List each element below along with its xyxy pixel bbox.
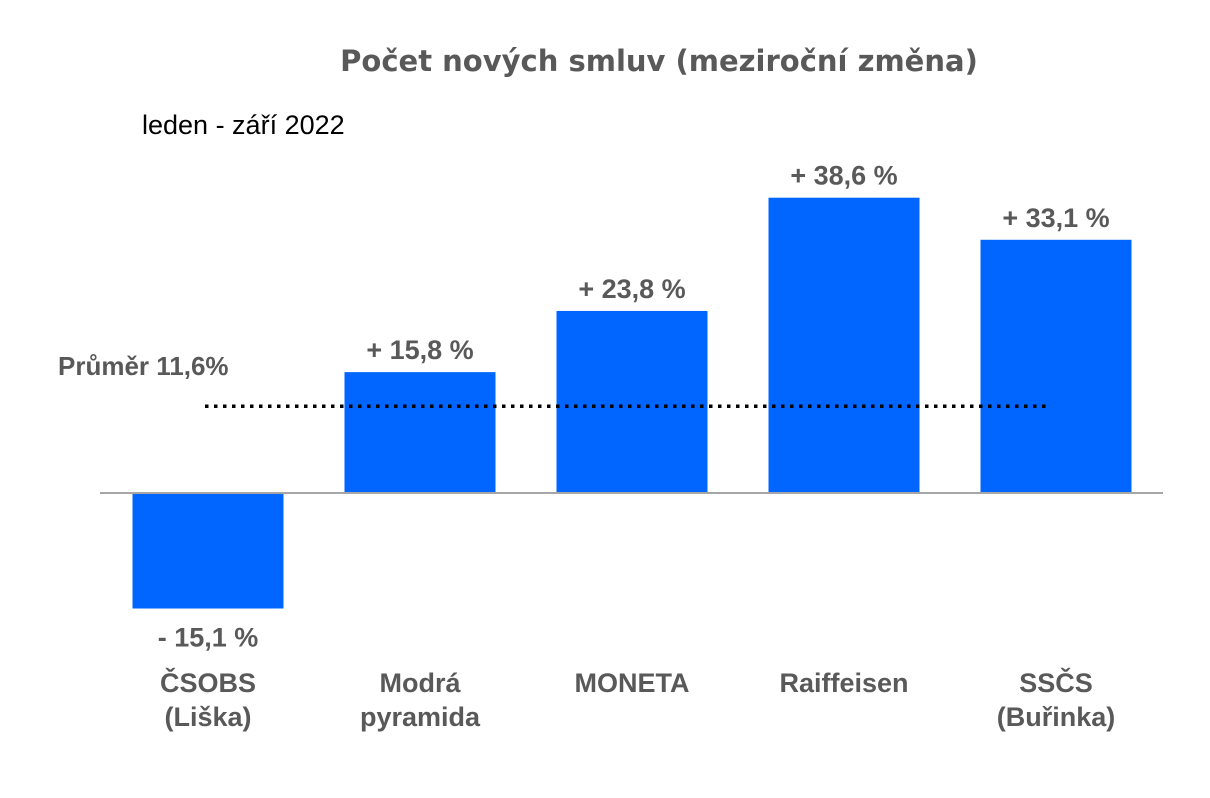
- category-label-4-line-1: (Buřinka): [997, 702, 1116, 732]
- value-label-0: - 15,1 %: [158, 623, 259, 653]
- category-label-4: SSČS (Buřinka): [997, 667, 1116, 732]
- category-label-1: Modrá pyramida: [360, 668, 481, 732]
- labels-layer: - 15,1 % ČSOBS (Liška) + 15,8 % Modrá pyramid…: [158, 161, 1116, 732]
- chart-subtitle: leden - září 2022: [142, 110, 345, 140]
- category-label-3: Raiffeisen: [779, 668, 908, 698]
- category-label-0-line-0: ČSOBS: [160, 667, 256, 698]
- bars-layer: [132, 197, 1132, 609]
- category-label-1-line-0: Modrá: [380, 668, 462, 698]
- bar-3: [768, 197, 920, 493]
- category-label-3-line-0: Raiffeisen: [779, 668, 908, 698]
- value-label-3: + 38,6 %: [790, 161, 897, 191]
- bar-4: [980, 239, 1132, 493]
- value-label-1: + 15,8 %: [366, 335, 473, 365]
- category-label-4-line-0: SSČS: [1019, 667, 1093, 698]
- average-label: Průměr 11,6%: [58, 351, 229, 381]
- bar-0: [132, 493, 284, 609]
- category-label-1-line-1: pyramida: [360, 702, 481, 732]
- value-label-4: + 33,1 %: [1002, 203, 1109, 233]
- value-label-2: + 23,8 %: [578, 274, 685, 304]
- bar-2: [556, 310, 708, 493]
- bar-1: [344, 372, 496, 493]
- category-label-2-line-0: MONETA: [575, 668, 690, 698]
- category-label-2: MONETA: [575, 668, 690, 698]
- category-label-0: ČSOBS (Liška): [160, 667, 256, 732]
- category-label-0-line-1: (Liška): [164, 702, 251, 732]
- chart-title: Počet nových smluv (meziroční změna): [340, 44, 978, 78]
